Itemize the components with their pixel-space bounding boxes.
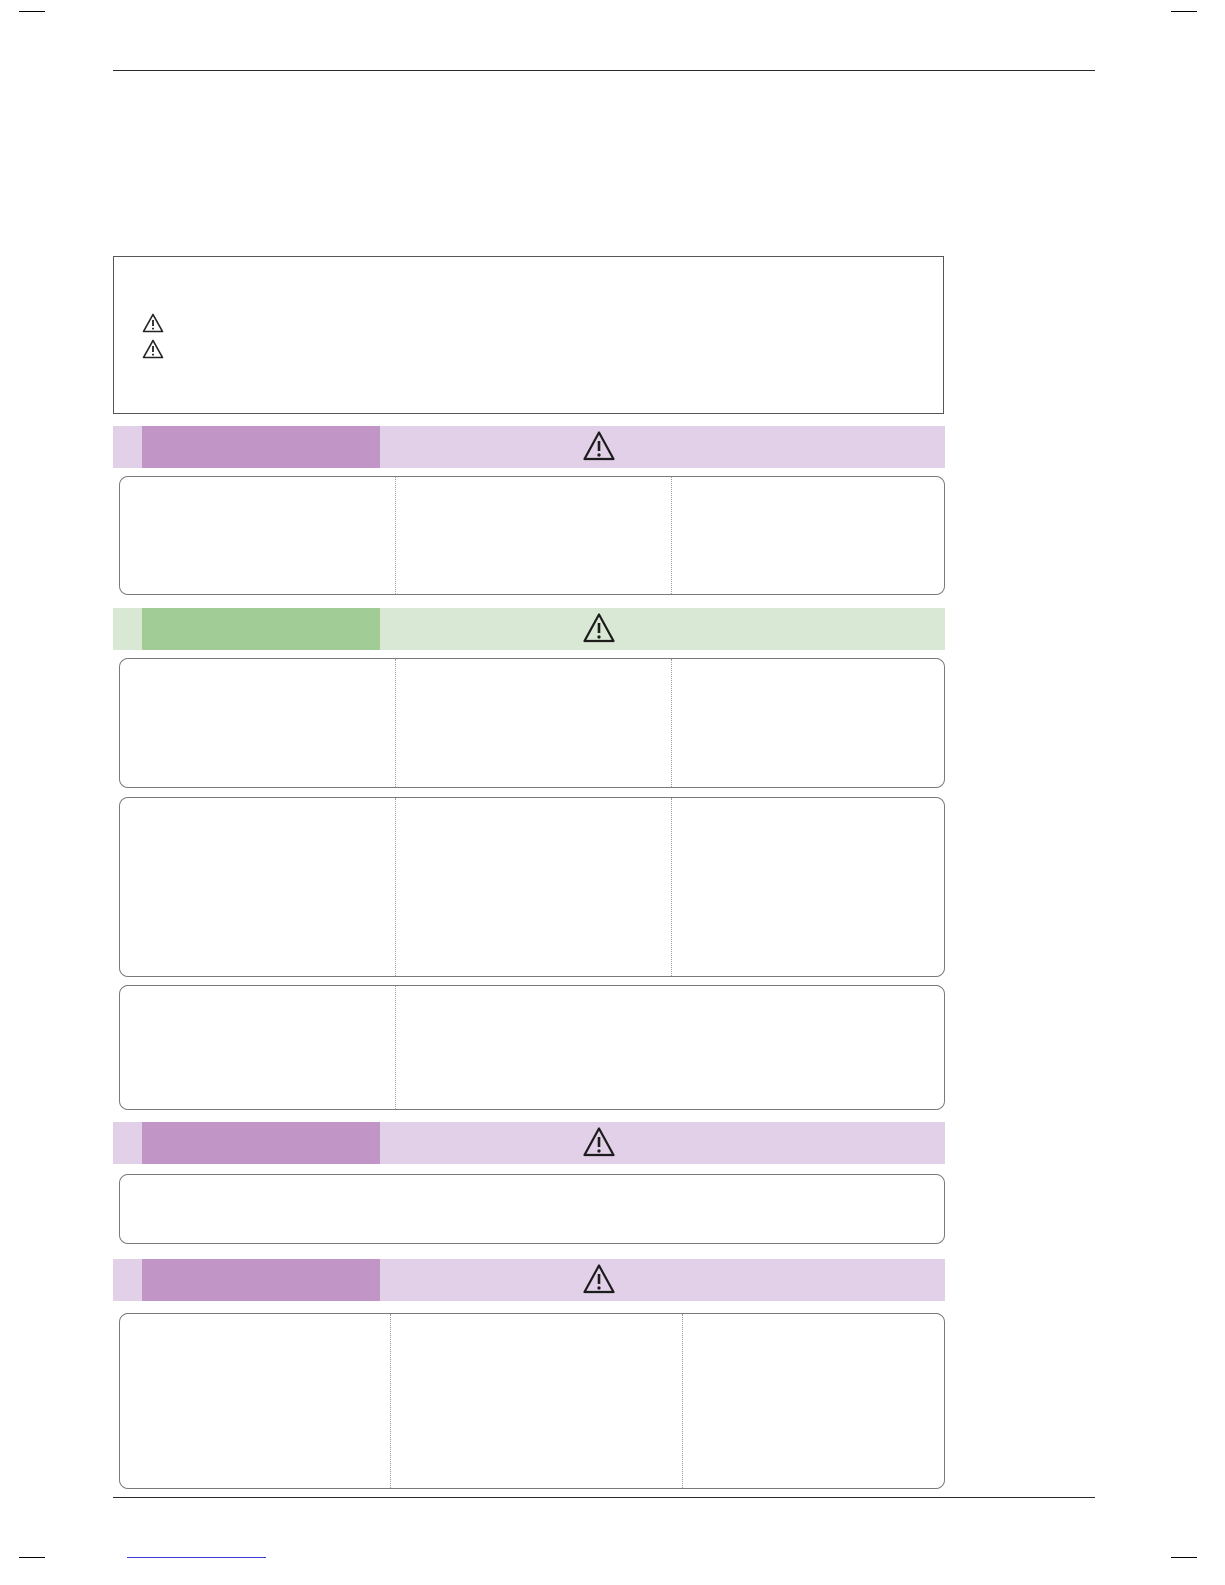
section-panel-2b [119, 797, 945, 977]
column-divider [395, 986, 396, 1109]
warning-triangle-icon [583, 1264, 615, 1294]
band-tab-edge [113, 1122, 142, 1164]
column-divider [395, 477, 396, 594]
crop-mark-top-right [1171, 11, 1197, 12]
band-tab-edge [113, 426, 142, 468]
crop-mark-bottom-right [1171, 1557, 1197, 1558]
column-divider [671, 659, 672, 787]
warning-triangle-icon [583, 613, 615, 643]
band-tab [142, 608, 380, 650]
band-tab [142, 1259, 380, 1301]
column-divider [671, 477, 672, 594]
warning-triangle-icon [583, 431, 615, 461]
footer-rule [113, 1497, 1095, 1498]
safety-intro-box [113, 256, 944, 414]
section-panel-2c [119, 985, 945, 1110]
column-divider [682, 1314, 683, 1488]
section-band-4 [113, 1259, 945, 1301]
band-tab [142, 1122, 380, 1164]
footer-link-underline[interactable] [127, 1557, 266, 1558]
section-panel-2a [119, 658, 945, 788]
band-tab-edge [113, 1259, 142, 1301]
column-divider [390, 1314, 391, 1488]
band-tab-edge [113, 608, 142, 650]
column-divider [395, 659, 396, 787]
column-divider [671, 798, 672, 976]
section-band-3 [113, 1122, 945, 1164]
section-panel-3 [119, 1174, 945, 1244]
section-band-1 [113, 426, 945, 468]
crop-mark-bottom-left [19, 1557, 45, 1558]
section-band-2 [113, 608, 945, 650]
warning-triangle-icon [583, 1127, 615, 1157]
column-divider [395, 798, 396, 976]
warning-triangle-icon [142, 313, 164, 333]
section-panel-1 [119, 476, 945, 595]
crop-mark-top-left [19, 11, 45, 12]
warning-triangle-icon [142, 339, 164, 359]
section-panel-4 [119, 1313, 945, 1489]
band-tab [142, 426, 380, 468]
header-rule [113, 70, 1095, 71]
